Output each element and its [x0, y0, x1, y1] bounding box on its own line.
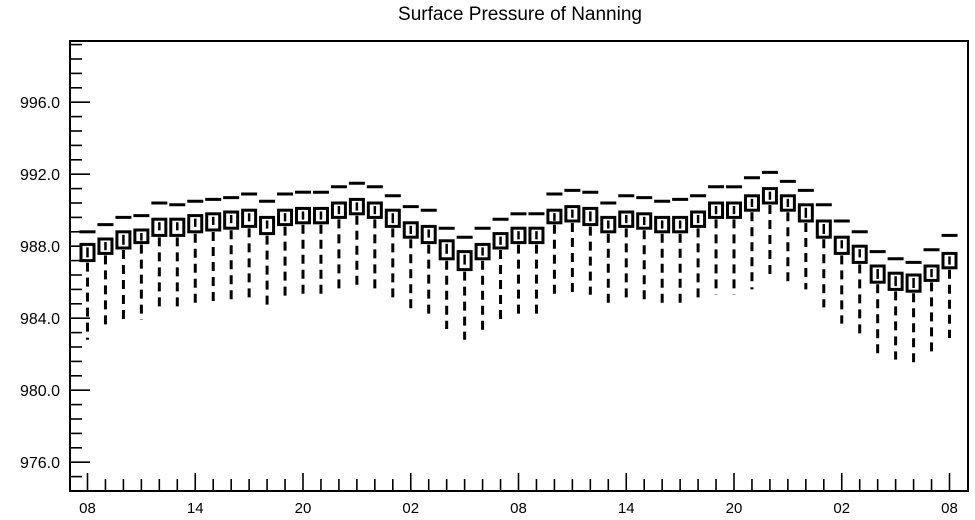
x-tick-label: 08 — [941, 500, 958, 517]
x-tick-label: 02 — [833, 500, 850, 517]
box-8 — [223, 196, 240, 302]
box-43 — [851, 230, 868, 337]
box-28 — [582, 190, 599, 295]
box-46 — [905, 260, 922, 365]
y-tick-label: 980.0 — [20, 383, 60, 400]
y-tick-label: 976.0 — [20, 455, 60, 472]
box-14 — [330, 185, 347, 293]
box-37 — [743, 176, 760, 290]
box-4 — [151, 201, 168, 308]
x-tick-label: 14 — [618, 500, 635, 517]
y-tick-label: 984.0 — [20, 311, 60, 328]
box-25 — [528, 212, 545, 319]
box-32 — [654, 199, 671, 306]
box-40 — [797, 188, 814, 290]
box-19 — [420, 208, 437, 317]
x-tick-label: 08 — [79, 500, 96, 517]
y-tick-label: 996.0 — [20, 95, 60, 112]
box-5 — [169, 203, 186, 308]
box-0 — [79, 230, 96, 340]
box-47 — [923, 248, 940, 353]
box-21 — [456, 235, 473, 340]
box-17 — [384, 194, 401, 301]
box-1 — [97, 223, 114, 328]
box-12 — [295, 190, 311, 299]
box-30 — [618, 194, 635, 301]
box-13 — [312, 190, 329, 299]
box-23 — [492, 217, 509, 324]
box-26 — [546, 192, 563, 299]
box-16 — [366, 185, 383, 290]
box-35 — [708, 185, 725, 295]
box-44 — [869, 250, 886, 355]
box-36 — [726, 185, 742, 295]
box-33 — [672, 197, 689, 304]
box-41 — [815, 203, 832, 308]
x-tick-label: 20 — [295, 500, 312, 517]
x-tick-label: 20 — [726, 500, 743, 517]
box-38 — [761, 170, 778, 279]
x-tick-label: 02 — [402, 500, 419, 517]
box-series — [79, 170, 958, 365]
box-18 — [402, 205, 419, 311]
y-tick-label: 992.0 — [20, 167, 60, 184]
y-axis: 976.0 980.0 984.0 988.0 992.0 996.0 — [20, 43, 90, 492]
box-20 — [438, 226, 455, 329]
box-10 — [259, 199, 276, 308]
box-45 — [887, 257, 904, 360]
box-7 — [205, 197, 222, 304]
box-22 — [474, 226, 491, 333]
y-tick-label: 988.0 — [20, 239, 60, 256]
box-42 — [833, 219, 850, 324]
box-15 — [348, 181, 365, 290]
box-6 — [187, 199, 204, 306]
box-39 — [779, 179, 796, 284]
x-axis: 08 14 20 02 08 14 20 02 08 — [79, 473, 958, 517]
box-34 — [690, 194, 707, 301]
box-48 — [941, 233, 958, 338]
box-31 — [636, 196, 653, 301]
x-tick-label: 08 — [510, 500, 527, 517]
chart-title: Surface Pressure of Nanning — [398, 4, 642, 25]
box-2 — [115, 215, 132, 324]
box-29 — [600, 201, 617, 306]
box-11 — [277, 192, 294, 301]
box-24 — [510, 212, 527, 319]
box-9 — [241, 192, 258, 301]
x-tick-label: 14 — [187, 500, 204, 517]
box-3 — [133, 214, 150, 320]
box-27 — [564, 188, 581, 293]
